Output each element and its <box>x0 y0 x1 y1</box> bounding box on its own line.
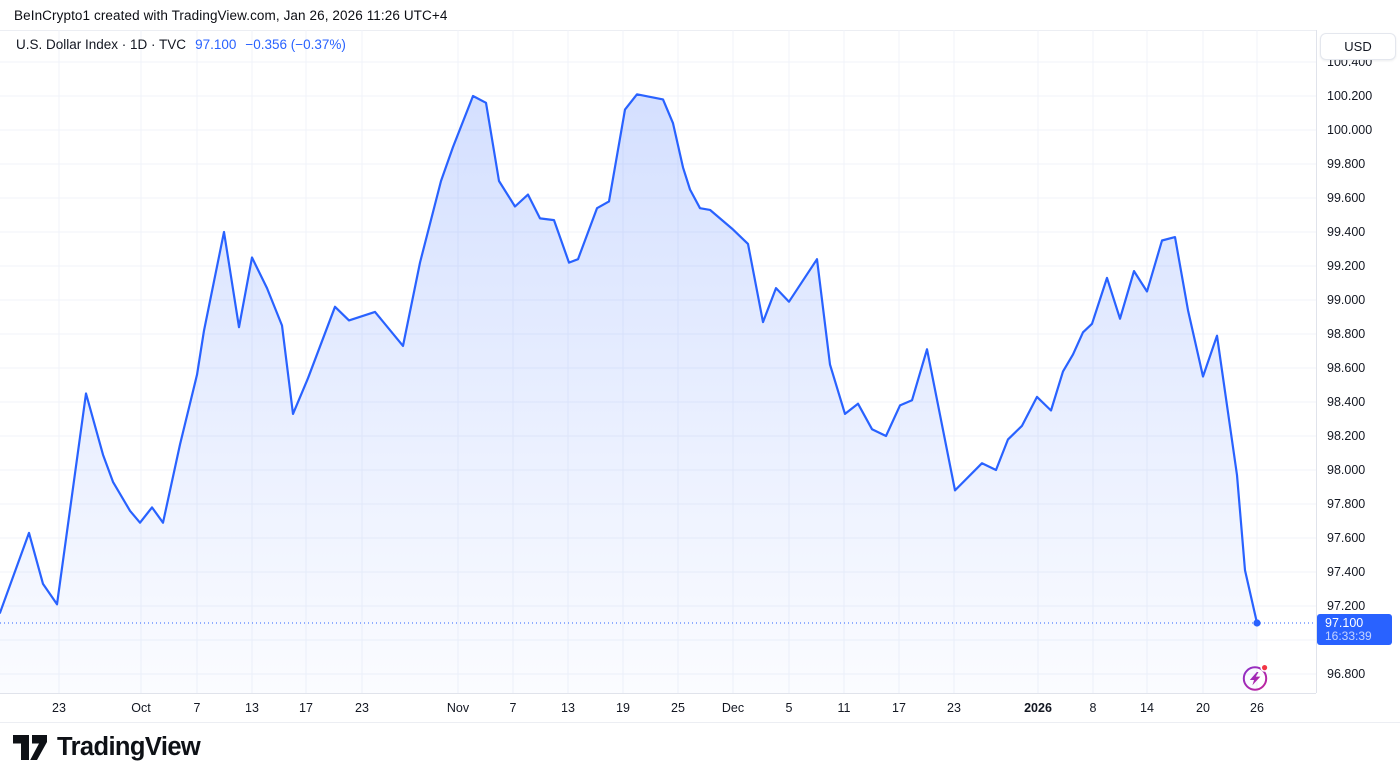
price-axis-label: 97.600 <box>1327 531 1366 545</box>
price-axis-label: 99.400 <box>1327 225 1366 239</box>
lightning-bolt-glyph <box>1249 672 1261 686</box>
price-axis-label: 98.000 <box>1327 463 1366 477</box>
price-axis-label: 97.400 <box>1327 565 1366 579</box>
time-axis[interactable]: 23 Oct 7 13 17 23 Nov 7 13 19 25 Dec 5 11 17 23 2026 8 14 2… <box>0 693 1316 723</box>
price-axis-label: 99.800 <box>1327 157 1366 171</box>
price-axis-label: 96.800 <box>1327 667 1366 681</box>
price-axis-label: 100.200 <box>1327 89 1373 103</box>
price-axis-label: 99.600 <box>1327 191 1366 205</box>
time-axis-label: Oct <box>131 701 151 715</box>
price-chart-canvas[interactable] <box>0 30 1316 693</box>
last-price-badge-time: 16:33:39 <box>1325 629 1372 643</box>
time-axis-label: 19 <box>616 701 630 715</box>
price-change-value: −0.356 (−0.37%) <box>245 37 346 52</box>
time-axis-label: 25 <box>671 701 685 715</box>
tradingview-logo-mark <box>13 735 47 760</box>
time-axis-label: 20 <box>1196 701 1210 715</box>
time-axis-label: 23 <box>947 701 961 715</box>
time-axis-label: Dec <box>721 701 745 715</box>
price-axis[interactable]: 100.400 100.200 100.000 99.800 99.600 99.400 9… <box>1316 30 1400 693</box>
chart-legend: U.S. Dollar Index · 1D · TVC 97.100 −0.3… <box>16 36 346 54</box>
price-axis-label: 97.800 <box>1327 497 1366 511</box>
last-price-badge-value: 97.100 <box>1325 616 1364 630</box>
lightning-events-icon[interactable] <box>1239 661 1273 695</box>
price-axis-label: 98.800 <box>1327 327 1366 341</box>
symbol-title: U.S. Dollar Index · 1D · TVC <box>16 37 187 52</box>
time-axis-label: 7 <box>509 701 517 715</box>
time-axis-label: 23 <box>52 701 66 715</box>
price-axis-label: 100.000 <box>1327 123 1373 137</box>
price-axis-label: 97.200 <box>1327 599 1366 613</box>
notification-red-dot <box>1260 663 1269 672</box>
time-axis-label: 17 <box>299 701 313 715</box>
header-divider <box>0 30 1400 31</box>
currency-unit-button[interactable]: USD <box>1320 33 1396 60</box>
tradingview-logo[interactable]: TradingView <box>13 733 201 762</box>
time-axis-label: 13 <box>561 701 575 715</box>
price-axis-label: 98.400 <box>1327 395 1366 409</box>
time-axis-label: 26 <box>1250 701 1264 715</box>
time-axis-label: 8 <box>1089 701 1097 715</box>
time-axis-label: 5 <box>785 701 793 715</box>
price-axis-label: 98.600 <box>1327 361 1366 375</box>
time-axis-label: 13 <box>245 701 259 715</box>
price-axis-label: 99.000 <box>1327 293 1366 307</box>
price-axis-label: 98.200 <box>1327 429 1366 443</box>
time-axis-label: 7 <box>193 701 201 715</box>
time-axis-label: 14 <box>1140 701 1154 715</box>
series-line <box>0 93 1259 625</box>
time-axis-label: 11 <box>837 701 851 715</box>
events-circle <box>1242 666 1268 691</box>
time-axis-label: 23 <box>355 701 369 715</box>
tradingview-logo-text: TradingView <box>57 733 201 761</box>
last-price-badge: 97.100 16:33:39 <box>1317 614 1392 645</box>
attribution-text: BeInCrypto1 created with TradingView.com… <box>14 8 448 23</box>
last-price-value: 97.100 <box>195 37 237 52</box>
time-axis-label: 17 <box>892 701 906 715</box>
time-axis-label: 2026 <box>1024 701 1052 715</box>
series-area-fill <box>0 94 1257 693</box>
footer-divider <box>0 722 1400 723</box>
last-price-dot <box>1253 619 1261 627</box>
time-axis-label: Nov <box>446 701 470 715</box>
price-axis-label: 99.200 <box>1327 259 1366 273</box>
